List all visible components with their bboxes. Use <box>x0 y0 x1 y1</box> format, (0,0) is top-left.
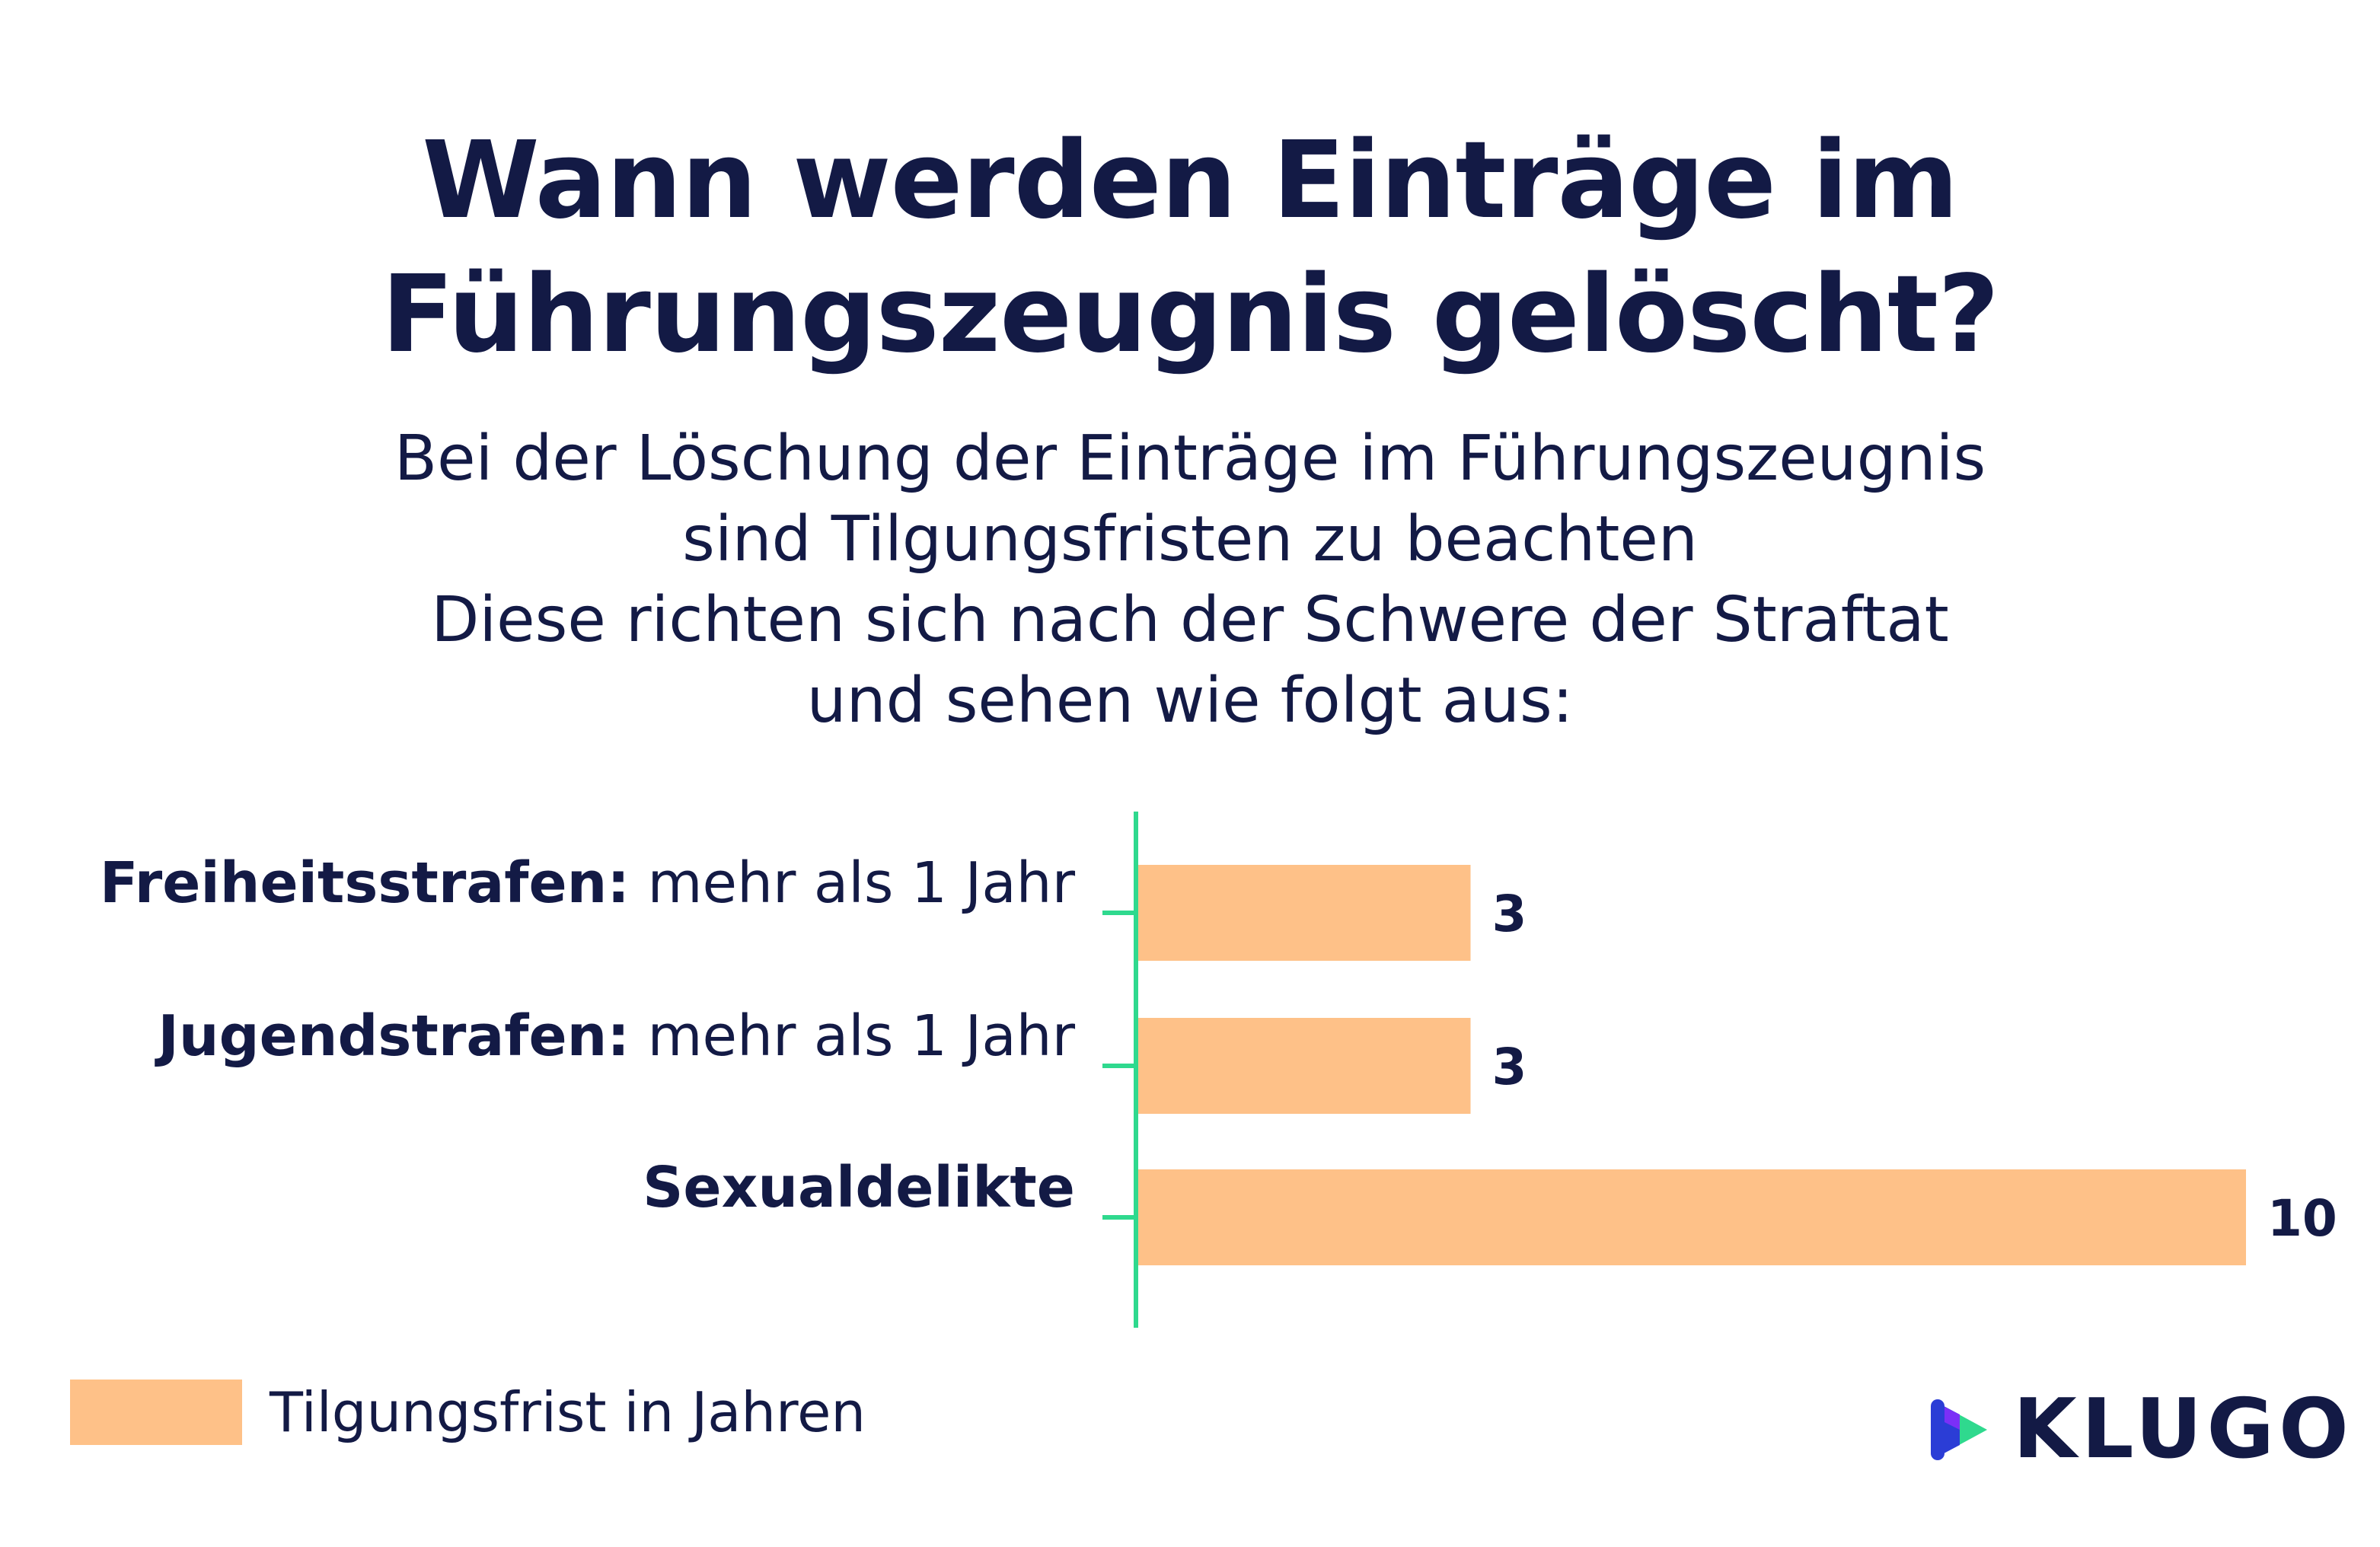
subtitle-line-4: und sehen wie folgt aus: <box>806 665 1574 737</box>
bar-value-label-2: 3 <box>1492 1038 1527 1096</box>
category-label-1: Freiheitsstrafen: mehr als 1 Jahr <box>100 850 1076 916</box>
chart-legend: Tilgungsfrist in Jahren <box>70 1380 866 1445</box>
subtitle-line-1: Bei der Löschung der Einträge im Führung… <box>394 423 1986 495</box>
bar-3 <box>1138 1169 2246 1265</box>
legend-label: Tilgungsfrist in Jahren <box>270 1380 866 1444</box>
chart-title-line-1: Wann werden Einträge im <box>422 119 1958 243</box>
chart-title-line-2: Führungszeugnis gelöscht? <box>381 253 1999 377</box>
bar-value-label-3: 10 <box>2267 1189 2337 1248</box>
bar-2 <box>1138 1018 1471 1114</box>
chart-subtitle: Bei der Löschung der Einträge im Führung… <box>0 419 2380 742</box>
bar-1 <box>1138 865 1471 961</box>
klugo-logo: KLUGO <box>1926 1382 2353 1477</box>
logo-text: KLUGO <box>2013 1382 2353 1477</box>
legend-swatch <box>70 1380 242 1445</box>
category-label-3: Sexualdelikte <box>643 1155 1075 1220</box>
bar-value-label-1: 3 <box>1492 885 1527 943</box>
category-label-2: Jugendstrafen: mehr als 1 Jahr <box>154 1003 1075 1069</box>
subtitle-line-2: sind Tilgungsfristen zu beachten <box>682 503 1698 576</box>
chart-title: Wann werden Einträge im Führungszeugnis … <box>0 114 2380 382</box>
subtitle-line-3: Diese richten sich nach der Schwere der … <box>431 584 1949 656</box>
play-triangle-icon <box>1931 1399 1987 1460</box>
